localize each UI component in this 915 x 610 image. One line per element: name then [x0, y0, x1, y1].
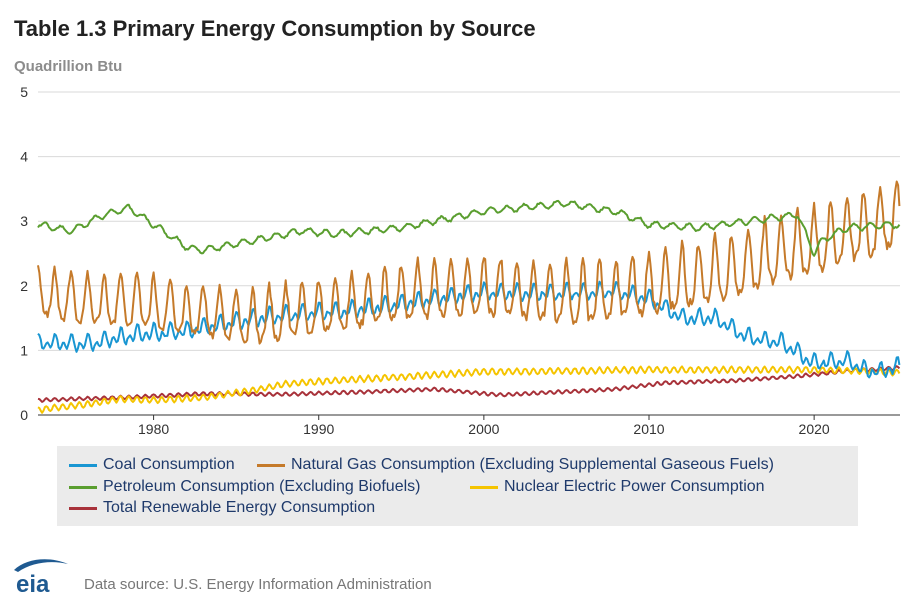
legend-item-gas[interactable]: Natural Gas Consumption (Excluding Suppl…	[257, 456, 774, 474]
x-tick-label-2020: 2020	[799, 421, 830, 437]
series-line-renewable[interactable]	[37, 365, 901, 403]
legend-label-petroleum: Petroleum Consumption (Excluding Biofuel…	[103, 478, 421, 495]
chart-legend: Coal Consumption Natural Gas Consumption…	[57, 446, 858, 526]
x-tick-label-1990: 1990	[303, 421, 334, 437]
chart-title: Table 1.3 Primary Energy Consumption by …	[14, 16, 536, 41]
legend-swatch-renewable	[69, 506, 97, 510]
x-tick-label-1980: 1980	[138, 421, 169, 437]
y-axis-unit-label: Quadrillion Btu	[14, 58, 123, 75]
y-tick-label-3: 3	[20, 213, 28, 229]
series-line-gas[interactable]	[37, 180, 901, 345]
legend-label-nuclear: Nuclear Electric Power Consumption	[504, 478, 765, 495]
legend-label-renewable: Total Renewable Energy Consumption	[103, 499, 376, 516]
y-tick-label-2: 2	[20, 278, 28, 294]
legend-item-coal[interactable]: Coal Consumption	[69, 456, 235, 474]
legend-swatch-nuclear	[470, 485, 498, 489]
legend-swatch-gas	[257, 463, 285, 467]
legend-label-coal: Coal Consumption	[103, 456, 235, 473]
eia-logo-swoosh-icon	[14, 559, 68, 572]
series-line-coal[interactable]	[37, 280, 901, 379]
eia-logo-text: eia	[16, 571, 50, 596]
legend-label-gas: Natural Gas Consumption (Excluding Suppl…	[291, 456, 774, 473]
chart-plot: 0 1 2 3 4 5 1980 1990 2000 2010 2020	[20, 84, 901, 437]
legend-item-renewable[interactable]: Total Renewable Energy Consumption	[69, 499, 375, 517]
legend-swatch-petroleum	[69, 485, 97, 489]
eia-logo[interactable]: eia	[10, 556, 74, 596]
data-source-note: Data source: U.S. Energy Information Adm…	[84, 576, 432, 593]
y-tick-label-4: 4	[20, 149, 28, 165]
x-tick-label-2000: 2000	[468, 421, 499, 437]
y-tick-label-1: 1	[20, 342, 28, 358]
y-tick-label-5: 5	[20, 84, 28, 100]
legend-item-nuclear[interactable]: Nuclear Electric Power Consumption	[470, 478, 765, 496]
legend-swatch-coal	[69, 463, 97, 467]
series-line-nuclear[interactable]	[37, 365, 901, 414]
x-tick-label-2010: 2010	[633, 421, 664, 437]
y-tick-label-0: 0	[20, 407, 28, 423]
legend-item-petroleum[interactable]: Petroleum Consumption (Excluding Biofuel…	[69, 478, 420, 496]
series-line-petroleum[interactable]	[37, 199, 901, 257]
